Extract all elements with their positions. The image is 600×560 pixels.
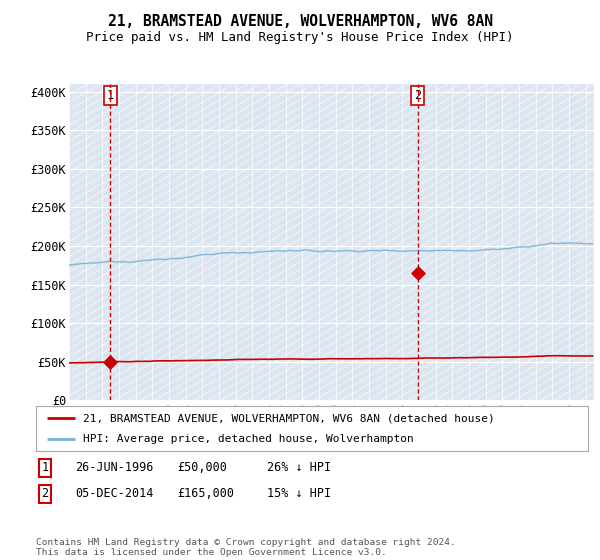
Text: HPI: Average price, detached house, Wolverhampton: HPI: Average price, detached house, Wolv… (83, 433, 413, 444)
Text: Price paid vs. HM Land Registry's House Price Index (HPI): Price paid vs. HM Land Registry's House … (86, 31, 514, 44)
Text: 21, BRAMSTEAD AVENUE, WOLVERHAMPTON, WV6 8AN (detached house): 21, BRAMSTEAD AVENUE, WOLVERHAMPTON, WV6… (83, 413, 494, 423)
Text: £50,000: £50,000 (177, 461, 227, 474)
Text: 26% ↓ HPI: 26% ↓ HPI (267, 461, 331, 474)
Text: 1: 1 (41, 461, 49, 474)
Text: £165,000: £165,000 (177, 487, 234, 501)
Point (106, 357, 115, 366)
Text: 21, BRAMSTEAD AVENUE, WOLVERHAMPTON, WV6 8AN: 21, BRAMSTEAD AVENUE, WOLVERHAMPTON, WV6… (107, 14, 493, 29)
Text: Contains HM Land Registry data © Crown copyright and database right 2024.
This d: Contains HM Land Registry data © Crown c… (36, 538, 456, 557)
Point (413, 269, 422, 278)
Text: 2: 2 (414, 88, 421, 101)
Text: 2: 2 (41, 487, 49, 501)
Text: 26-JUN-1996: 26-JUN-1996 (75, 461, 154, 474)
Text: 1: 1 (107, 88, 114, 101)
Text: 15% ↓ HPI: 15% ↓ HPI (267, 487, 331, 501)
Text: 05-DEC-2014: 05-DEC-2014 (75, 487, 154, 501)
